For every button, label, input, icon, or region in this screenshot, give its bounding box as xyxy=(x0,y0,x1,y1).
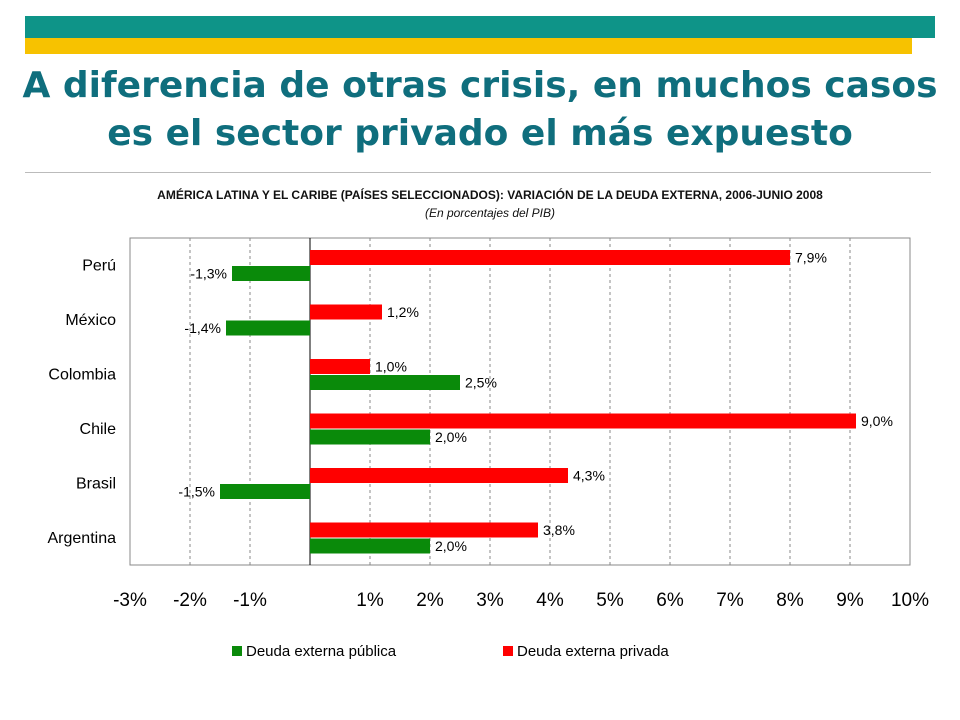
public-debt-bar xyxy=(220,484,310,499)
private-debt-bar xyxy=(310,414,856,429)
x-tick-label: 5% xyxy=(596,590,624,611)
public-debt-bar xyxy=(310,375,460,390)
public-debt-label: -1,4% xyxy=(184,320,221,336)
x-tick-label: 10% xyxy=(891,590,929,611)
private-debt-label: 9,0% xyxy=(861,413,893,429)
public-debt-label: -1,5% xyxy=(178,484,215,500)
private-debt-bar xyxy=(310,359,370,374)
x-tick-label: 7% xyxy=(716,590,744,611)
public-debt-bar xyxy=(310,430,430,445)
x-tick-label: 3% xyxy=(476,590,504,611)
public-debt-label: 2,5% xyxy=(465,375,497,391)
private-debt-bar xyxy=(310,305,382,320)
category-label: Perú xyxy=(82,257,116,274)
legend-swatch xyxy=(232,646,242,656)
category-label: Chile xyxy=(80,421,117,438)
public-debt-label: 2,0% xyxy=(435,538,467,554)
legend-label: Deuda externa privada xyxy=(517,643,669,660)
private-debt-bar xyxy=(310,250,790,265)
x-tick-label: 4% xyxy=(536,590,564,611)
x-tick-label: -2% xyxy=(173,590,207,611)
public-debt-bar xyxy=(310,539,430,554)
public-debt-bar xyxy=(232,266,310,281)
private-debt-label: 1,0% xyxy=(375,359,407,375)
private-debt-bar xyxy=(310,468,568,483)
x-tick-label: -1% xyxy=(233,590,267,611)
private-debt-label: 7,9% xyxy=(795,250,827,266)
plot-area xyxy=(130,238,910,565)
legend-label: Deuda externa pública xyxy=(246,643,397,660)
public-debt-bar xyxy=(226,321,310,336)
x-tick-label: 8% xyxy=(776,590,804,611)
public-debt-label: 2,0% xyxy=(435,429,467,445)
x-tick-label: 1% xyxy=(356,590,384,611)
private-debt-bar xyxy=(310,523,538,538)
category-label: México xyxy=(65,312,116,329)
category-label: Colombia xyxy=(48,366,116,383)
private-debt-label: 1,2% xyxy=(387,304,419,320)
category-label: Brasil xyxy=(76,475,116,492)
x-tick-label: 6% xyxy=(656,590,684,611)
x-tick-label: -3% xyxy=(113,590,147,611)
public-debt-label: -1,3% xyxy=(190,266,227,282)
x-tick-label: 9% xyxy=(836,590,864,611)
private-debt-label: 3,8% xyxy=(543,522,575,538)
bar-chart: 7,9% -1,3% Perú 1,2% -1,4% México 1,0% 2,5% Colo… xyxy=(0,0,960,720)
private-debt-label: 4,3% xyxy=(573,468,605,484)
x-tick-label: 2% xyxy=(416,590,444,611)
legend-swatch xyxy=(503,646,513,656)
category-label: Argentina xyxy=(48,530,117,547)
